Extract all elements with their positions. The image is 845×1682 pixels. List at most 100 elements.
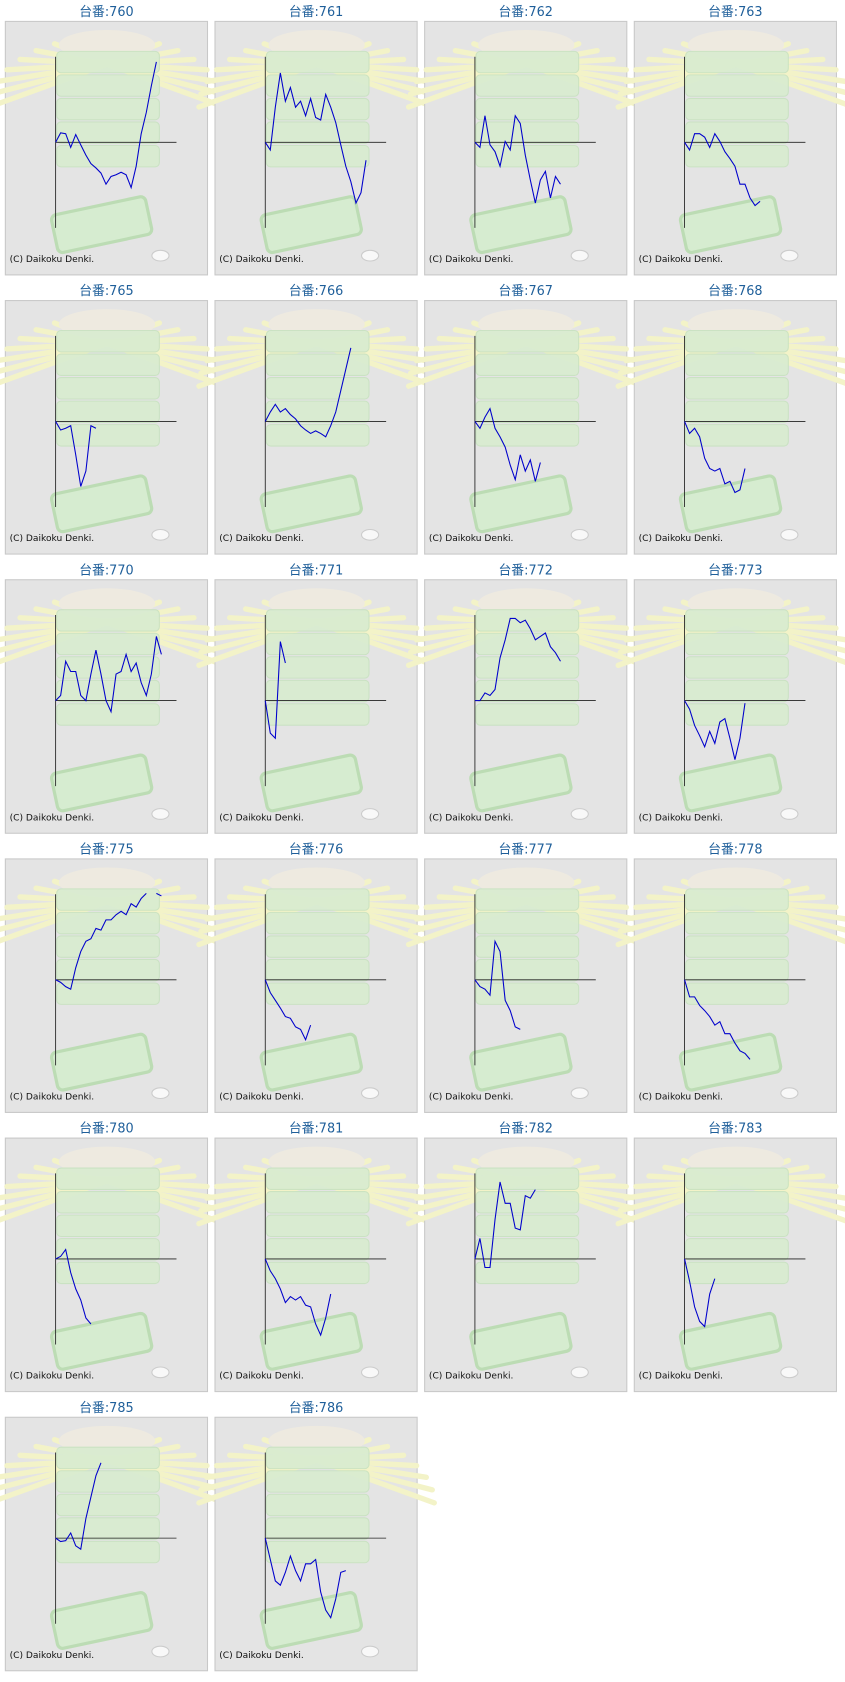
decor-block (56, 1540, 160, 1564)
decor-block (265, 1540, 370, 1564)
chart-title: 台番:767 (498, 284, 552, 299)
chart-panel: 台番:768 (C) Daikoku Denki. (615, 284, 845, 555)
decor-block (475, 1191, 580, 1214)
copyright: (C) Daikoku Denki. (639, 255, 723, 265)
decor-block (475, 935, 580, 958)
decor-block (475, 1238, 580, 1261)
chart-panel: 台番:760 (C) Daikoku Denki. (0, 5, 228, 276)
decor-block (685, 400, 789, 424)
decor-block (685, 74, 789, 97)
decor-tray (678, 1032, 783, 1092)
copyright: (C) Daikoku Denki. (10, 1651, 94, 1661)
decor-tray (678, 474, 783, 534)
decor-block (56, 1167, 160, 1190)
decor-coin (151, 1087, 170, 1100)
decor-block (56, 958, 160, 982)
decor-block (56, 1493, 160, 1517)
decor-block (265, 935, 370, 958)
chart-panel: 台番:772 (C) Daikoku Denki. (405, 563, 647, 834)
decor-block (475, 982, 580, 1005)
data-line (684, 1258, 716, 1328)
chart-title: 台番:780 (79, 1122, 133, 1137)
data-line (474, 1181, 536, 1269)
decor-block (475, 353, 580, 376)
decor-block (56, 50, 160, 74)
decor-coin (780, 249, 799, 262)
decor-coin (570, 528, 589, 541)
decor-block (265, 1517, 370, 1540)
decor-coin (780, 808, 799, 820)
chart-title: 台番:777 (498, 843, 552, 858)
decor-block (56, 1214, 160, 1238)
decor-coin (151, 1366, 170, 1379)
decor-block (56, 400, 160, 424)
decor-tray (259, 753, 363, 813)
chart-title: 台番:778 (708, 843, 762, 858)
chart-panel: 台番:776 (C) Daikoku Denki. (196, 843, 437, 1113)
decor-block (685, 911, 789, 935)
decor-block (265, 1191, 370, 1214)
data-line (55, 1462, 102, 1551)
decor-block (265, 144, 370, 168)
data-line (264, 979, 312, 1042)
decor-block (56, 935, 160, 958)
decor-block (265, 400, 370, 424)
chart-title: 台番:770 (79, 563, 133, 578)
decor-block (265, 703, 370, 726)
decor-block (56, 329, 160, 353)
chart-title: 台番:781 (289, 1122, 343, 1137)
decor-block (685, 656, 789, 679)
decor-block (475, 632, 580, 656)
chart-title: 台番:773 (708, 563, 762, 578)
data-line (474, 114, 561, 204)
decor-block (265, 958, 370, 982)
decor-block (475, 1214, 580, 1238)
decor-tray (49, 474, 154, 534)
decor-tray (259, 195, 363, 255)
decor-block (475, 911, 580, 935)
chart-panel: 台番:786 (C) Daikoku Denki. (196, 1401, 437, 1672)
chart-panel: 台番:783 (C) Daikoku Denki. (615, 1122, 845, 1393)
decor-block (265, 50, 370, 74)
decor-coin (360, 1087, 380, 1100)
decor-block (56, 656, 160, 679)
chart-title: 台番:776 (289, 843, 343, 858)
copyright: (C) Daikoku Denki. (639, 534, 723, 544)
chart-panel: 台番:762 (C) Daikoku Denki. (405, 5, 647, 276)
decor-block (56, 121, 160, 144)
decor-block (265, 911, 370, 935)
decor-block (56, 1238, 160, 1261)
chart-panel: 台番:770 (C) Daikoku Denki. (0, 563, 228, 834)
chart-panel: 台番:767 (C) Daikoku Denki. (405, 284, 647, 555)
decor-block (56, 1191, 160, 1214)
decor-block (265, 888, 370, 911)
decor-block (265, 97, 370, 121)
decor-tray (469, 474, 573, 534)
decor-tray (469, 1032, 573, 1092)
decor-tray (678, 753, 783, 813)
decor-block (475, 679, 580, 703)
decor-block (56, 1261, 160, 1285)
decor-block (56, 353, 160, 376)
decor-coin (570, 1087, 589, 1100)
decor-block (475, 609, 580, 632)
chart-panel: 台番:785 (C) Daikoku Denki. (0, 1401, 228, 1672)
decor-tray (469, 753, 573, 813)
decor-block (265, 1470, 370, 1493)
decor-coin (151, 249, 170, 262)
chart-title: 台番:771 (289, 563, 343, 578)
copyright: (C) Daikoku Denki. (219, 1651, 303, 1661)
chart-title: 台番:762 (498, 5, 552, 20)
decor-tray (49, 195, 154, 255)
decor-coin (151, 528, 170, 541)
decor-block (265, 656, 370, 679)
data-line (684, 979, 751, 1060)
decor-block (475, 1261, 580, 1285)
decor-block (265, 377, 370, 400)
chart-title: 台番:782 (498, 1122, 552, 1137)
decor-block (56, 609, 160, 632)
copyright: (C) Daikoku Denki. (429, 1372, 513, 1382)
chart-panel: 台番:761 (C) Daikoku Denki. (196, 5, 437, 276)
decor-tray (259, 1591, 363, 1650)
